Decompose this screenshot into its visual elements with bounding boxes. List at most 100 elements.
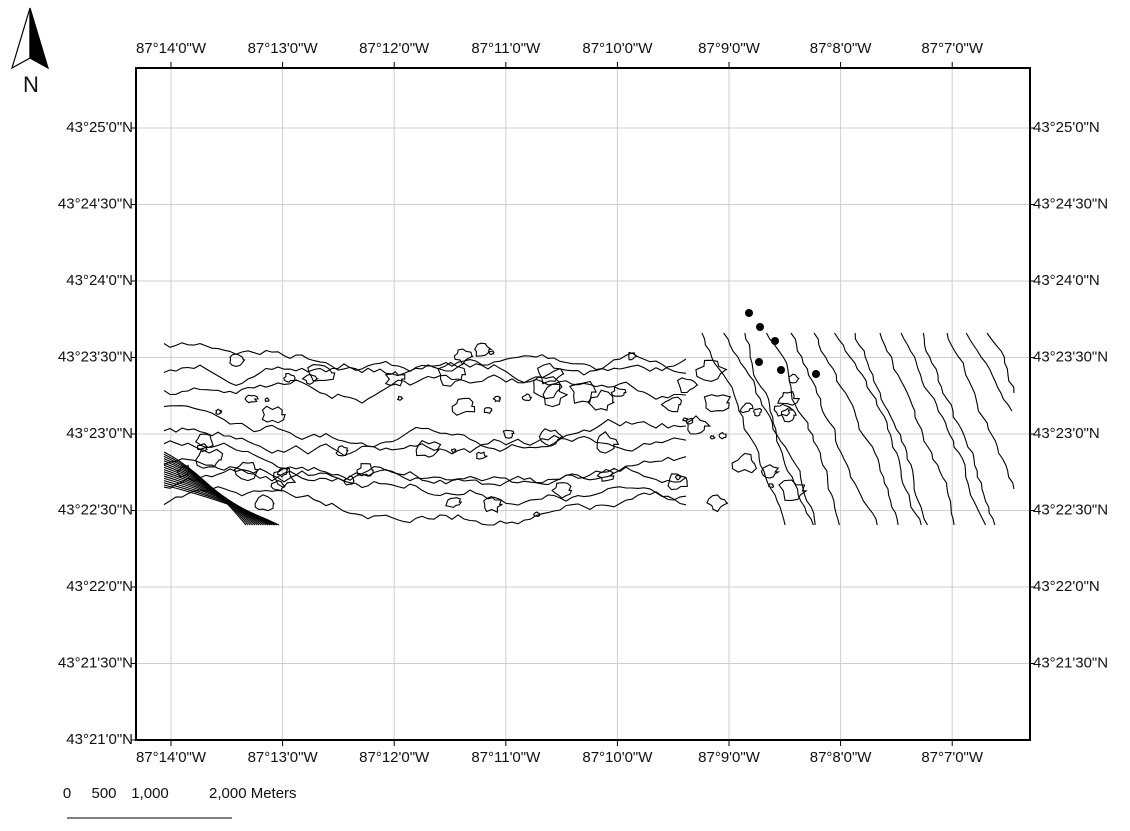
contour-line — [701, 332, 786, 526]
longitude-label-bottom: 87°13'0"W — [248, 749, 319, 766]
contour-steep — [163, 466, 262, 526]
contour-ring — [307, 364, 336, 382]
sample-points — [745, 309, 820, 378]
contour-ring — [761, 464, 781, 479]
contour-ring — [475, 451, 488, 460]
contour-ring — [778, 479, 808, 501]
contour-line — [163, 466, 687, 489]
north-arrow: N — [11, 7, 49, 97]
contour-line — [163, 405, 687, 455]
contour-ring — [739, 402, 754, 414]
longitude-label-top: 87°8'0"W — [810, 40, 873, 57]
contour-ring — [233, 461, 259, 482]
contour-line — [723, 332, 816, 526]
contour-line — [986, 332, 1015, 394]
longitude-label-top: 87°12'0"W — [359, 40, 430, 57]
contour-ring — [682, 417, 689, 422]
contour-ring — [451, 397, 476, 416]
sample-point — [745, 309, 753, 317]
contour-ring — [244, 394, 259, 404]
contour-ring — [667, 473, 688, 491]
contour-ring — [270, 479, 286, 492]
latitude-label-left: 43°21'0"N — [66, 731, 133, 748]
contour-ring — [610, 385, 627, 397]
contour-steep — [163, 475, 271, 526]
latitude-label-right: 43°22'0"N — [1033, 578, 1100, 595]
latitude-label-left: 43°24'0"N — [66, 272, 133, 289]
contour-ring — [254, 494, 275, 512]
latitude-label-left: 43°24'30"N — [58, 195, 133, 212]
longitude-label-top: 87°11'0"W — [471, 40, 541, 57]
contour-line — [834, 332, 922, 526]
longitude-label-bottom: 87°12'0"W — [359, 749, 430, 766]
sample-point — [777, 366, 785, 374]
latitude-label-right: 43°24'30"N — [1033, 195, 1108, 212]
contour-line — [922, 332, 996, 526]
contour-ring — [731, 452, 758, 474]
contour-ring — [384, 370, 406, 387]
longitude-label-bottom: 87°11'0"W — [471, 749, 541, 766]
contour-ring — [551, 482, 573, 499]
contour-ring — [301, 373, 320, 385]
contour-ring — [780, 406, 797, 423]
contour-steep — [163, 469, 264, 526]
contour-ring — [272, 467, 297, 488]
longitude-label-top: 87°7'0"W — [921, 40, 984, 57]
contour-line — [900, 332, 987, 526]
latitude-label-left: 43°23'0"N — [66, 425, 133, 442]
contour-ring — [777, 391, 801, 406]
contour-ring — [542, 383, 568, 408]
contour-ring — [709, 435, 717, 440]
sample-point — [756, 323, 764, 331]
contour-line — [163, 418, 687, 457]
contour-line — [163, 352, 687, 404]
contour-line — [879, 332, 955, 526]
latitude-label-right: 43°25'0"N — [1033, 119, 1100, 136]
contour-ring — [706, 494, 729, 513]
contour-ring — [674, 474, 682, 481]
longitude-label-bottom: 87°9'0"W — [698, 749, 761, 766]
sample-point — [771, 337, 779, 345]
contour-line — [766, 332, 840, 526]
map-frame — [135, 67, 1031, 741]
contour-ring — [660, 396, 682, 413]
contour-ring — [196, 443, 210, 453]
contour-ring — [474, 342, 493, 357]
contour-steep — [163, 471, 267, 526]
latitude-label-right: 43°23'0"N — [1033, 425, 1100, 442]
north-label: N — [23, 72, 39, 97]
contour-ring — [627, 351, 638, 361]
contour-line — [790, 332, 878, 526]
contour-ring — [194, 433, 214, 448]
contour-ring — [453, 348, 474, 366]
scale-label: 500 — [91, 785, 116, 802]
contour-ring — [437, 361, 467, 387]
contours — [163, 332, 1015, 526]
contour-line — [163, 458, 687, 506]
contour-line — [163, 362, 687, 400]
contour-ring — [687, 415, 712, 435]
contour-ring — [215, 408, 223, 415]
longitude-label-bottom: 87°10'0"W — [582, 749, 653, 766]
contour-ring — [773, 403, 794, 417]
contour-line — [163, 440, 687, 486]
longitude-label-bottom: 87°7'0"W — [921, 749, 984, 766]
latitude-label-right: 43°23'30"N — [1033, 348, 1108, 365]
contour-line — [744, 332, 814, 526]
contour-steep — [163, 477, 273, 526]
contour-ring — [283, 372, 296, 383]
latitude-label-left: 43°21'30"N — [58, 654, 133, 671]
contour-ring — [532, 511, 542, 517]
contour-ring — [450, 448, 457, 453]
contour-ring — [335, 445, 349, 457]
contour-line — [163, 486, 687, 526]
scale-label: 0 — [63, 785, 71, 802]
contour-ring — [521, 393, 533, 402]
contour-ring — [195, 448, 224, 469]
contour-steep — [163, 480, 275, 526]
graticule-labels: 87°14'0"W 87°14'0"W 87°13'0"W 87°13'0"W 87°1… — [58, 40, 1108, 766]
contour-ring — [343, 475, 355, 486]
north-arrow-right — [29, 7, 49, 70]
contour-ring — [488, 350, 495, 356]
